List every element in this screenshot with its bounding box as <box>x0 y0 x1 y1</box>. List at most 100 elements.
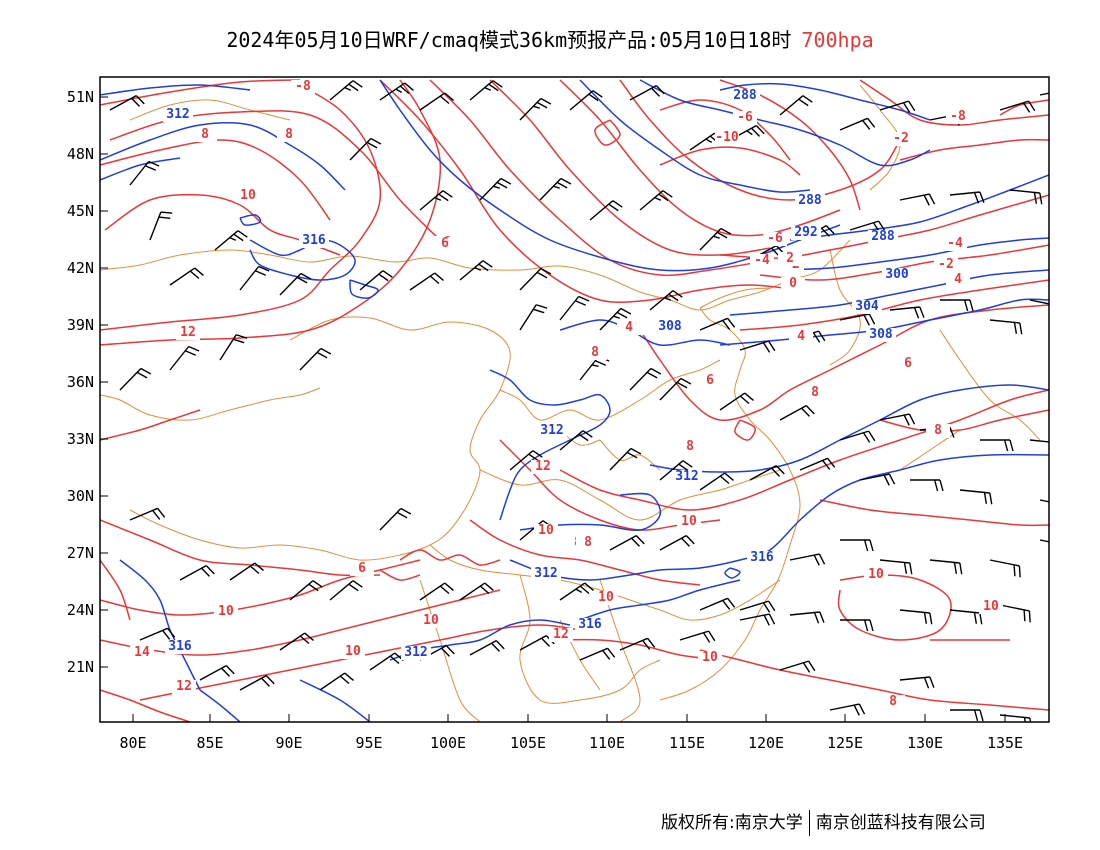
temperature-label-bg <box>277 128 301 142</box>
lon-tick-label: 130E <box>907 734 943 752</box>
temperature-label-bg <box>214 605 238 619</box>
wind-barb <box>879 413 916 426</box>
temperature-label-bg <box>531 460 555 474</box>
wind-barb <box>609 535 645 551</box>
temperature-label: 10 <box>681 514 697 529</box>
temperature-label-bg <box>881 695 905 709</box>
wind-barb <box>479 177 512 201</box>
height-label-bg <box>882 268 912 282</box>
border-line <box>939 329 1041 441</box>
temperature-label: 4 <box>954 272 962 287</box>
temperature-label: -4 <box>754 253 770 268</box>
temperature-isoline <box>559 638 721 661</box>
wind-barb <box>699 472 734 491</box>
height-label: 316 <box>302 233 326 248</box>
wind-barb <box>419 92 454 111</box>
wind-barb <box>289 580 323 601</box>
height-isoline <box>509 453 1049 581</box>
height-label: 304 <box>855 299 879 314</box>
temperature-label-bg <box>534 524 558 538</box>
wind-barb <box>739 600 776 613</box>
height-isoline <box>489 369 611 521</box>
height-isoline <box>719 298 1049 346</box>
height-label-bg <box>165 640 195 654</box>
lat-tick-label: 39N <box>67 316 94 334</box>
height-isoline <box>349 279 379 299</box>
lon-tick-label: 85E <box>196 734 223 752</box>
lon-tick-label: 90E <box>275 734 302 752</box>
latitude-axis: 51N 48N 45N 42N 39N 36N 33N 30N 27N 24N 21N <box>67 88 108 676</box>
height-isoline <box>579 79 811 193</box>
wind-barb <box>559 295 590 321</box>
footer: 版权所有:南京大学 南京创蓝科技有限公司 <box>661 808 986 836</box>
height-label-bg <box>401 646 431 660</box>
temperature-label-bg <box>733 111 757 125</box>
temperature-label-bg <box>750 254 774 268</box>
wind-barb <box>229 562 264 581</box>
temperature-isoline <box>639 304 1049 422</box>
wind-barb <box>369 652 404 671</box>
temperature-label-bg <box>617 321 641 335</box>
wind-barb <box>469 80 503 101</box>
footer-copyright: 版权所有:南京大学 <box>661 813 803 833</box>
temperature-label-bg <box>781 277 805 291</box>
wind-barb <box>749 465 785 481</box>
wind-barb <box>839 313 876 326</box>
wind-barb <box>629 367 662 391</box>
title-main: 2024年05月10日WRF/cmaq模式36km预报产品:05月10日18时 <box>226 28 792 52</box>
wind-barb <box>214 230 248 251</box>
lon-tick-label: 100E <box>430 734 466 752</box>
temperature-label-bg <box>176 326 200 340</box>
lat-tick-label: 33N <box>67 430 94 448</box>
wind-barb <box>589 200 623 221</box>
temperature-label-bg <box>130 646 154 660</box>
height-isoline <box>789 174 1049 241</box>
wind-barb <box>879 559 913 575</box>
height-label-bg <box>299 234 329 248</box>
wind-barb <box>1039 92 1049 96</box>
wind-barb <box>649 290 683 311</box>
temperature-label: 8 <box>201 127 209 142</box>
height-label: 316 <box>750 550 774 565</box>
border-line <box>100 239 851 311</box>
lat-tick-label: 30N <box>67 487 94 505</box>
temperature-label-bg <box>778 252 802 266</box>
wind-barb <box>739 340 776 353</box>
wind-barb <box>519 97 552 121</box>
wind-barb <box>929 559 963 575</box>
border-line <box>100 387 321 421</box>
wind-barb <box>999 604 1031 623</box>
temperature-label: 10 <box>240 188 256 203</box>
wind-barb <box>509 450 543 471</box>
height-label-bg <box>791 226 821 240</box>
temperature-isoline <box>379 79 801 304</box>
height-label-bg <box>163 108 193 122</box>
wind-barb <box>219 334 248 361</box>
temperature-label-bg <box>763 232 787 246</box>
height-label: 312 <box>675 469 698 484</box>
height-label-bg <box>868 230 898 244</box>
temperature-label-bg <box>896 357 920 371</box>
wind-barb <box>599 307 632 331</box>
height-label-bg <box>537 424 567 438</box>
height-isoline <box>649 384 1049 473</box>
temperature-isoline <box>594 119 621 146</box>
temperature-isoline <box>879 409 1049 433</box>
lon-tick-label: 135E <box>987 734 1023 752</box>
temperature-label-bg <box>576 536 600 550</box>
height-isoline <box>579 579 741 621</box>
temperature-isoline <box>619 79 901 201</box>
temperature-isoline <box>734 419 756 441</box>
wind-barb <box>329 80 363 101</box>
border-line <box>499 359 721 421</box>
border-line <box>599 579 641 722</box>
temperature-isoline <box>100 559 131 621</box>
wind-barb <box>699 227 732 251</box>
temperature-label: -4 <box>947 236 963 251</box>
wind-barb <box>789 611 825 624</box>
temperature-label: 10 <box>983 599 999 614</box>
temperature-label-bg <box>926 424 950 438</box>
wind-barb <box>949 609 983 625</box>
wind-barb <box>949 191 985 204</box>
wind-barb <box>419 190 453 211</box>
